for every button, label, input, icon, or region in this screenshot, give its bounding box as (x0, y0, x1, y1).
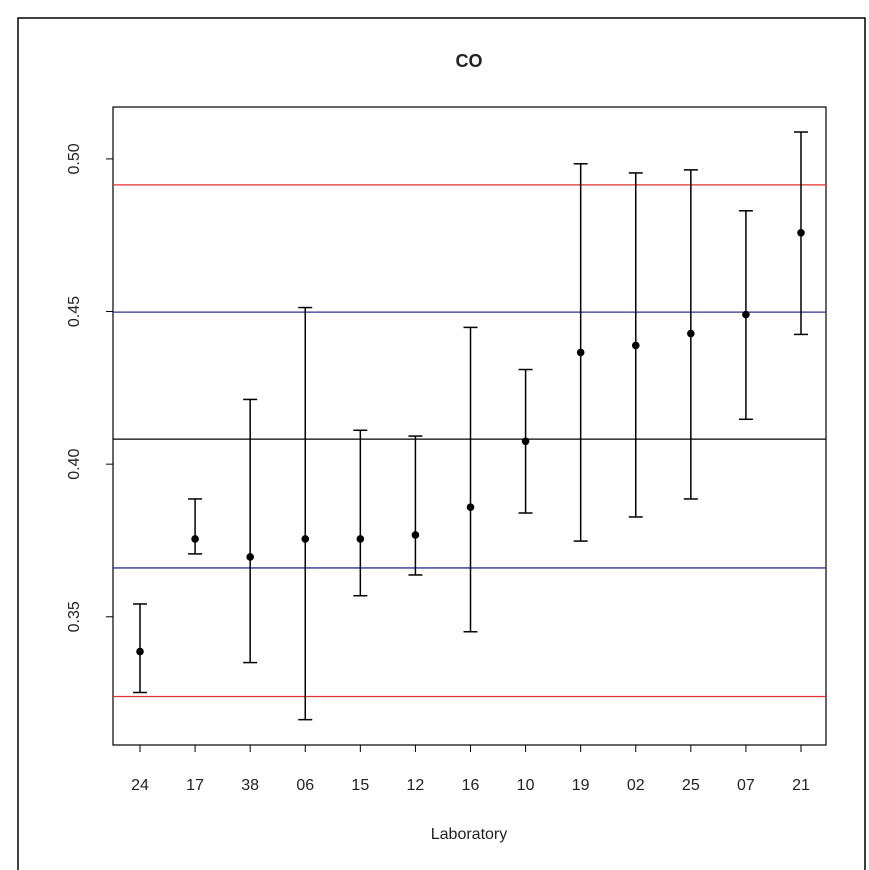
point (356, 535, 365, 543)
point (466, 503, 475, 512)
y-tick-label: 0.35 (66, 601, 83, 632)
x-tick-label: 10 (517, 777, 535, 794)
point (576, 348, 585, 357)
frame (17, 17, 866, 870)
y-tick-label: 0.40 (66, 448, 83, 479)
x-tick-label: 06 (296, 777, 314, 794)
plot-box (112, 106, 827, 746)
x-tick-label: 12 (407, 777, 425, 794)
x-tick-label: 07 (737, 777, 755, 794)
point (742, 310, 750, 319)
point (797, 228, 805, 237)
point (246, 553, 254, 561)
x-tick-label: 38 (241, 777, 259, 794)
point (631, 341, 640, 350)
x-tick-label: 17 (186, 777, 204, 794)
chart-title: CO (456, 51, 483, 71)
x-tick-label: 21 (792, 777, 810, 794)
point (191, 535, 199, 543)
x-tick-label: 15 (351, 777, 369, 794)
x-tick-label: 24 (131, 777, 149, 794)
x-tick-label: 16 (462, 777, 480, 794)
x-tick-label: 02 (627, 777, 645, 794)
y-tick-label: 0.50 (66, 143, 83, 174)
x-tick-label: 19 (572, 777, 590, 794)
x-tick-label: 25 (682, 777, 700, 794)
y-tick-label: 0.45 (66, 296, 83, 327)
point (521, 437, 530, 446)
point (301, 535, 310, 543)
point (411, 531, 420, 539)
x-axis-label: Laboratory (431, 826, 508, 843)
point (136, 647, 144, 656)
point (687, 329, 695, 338)
